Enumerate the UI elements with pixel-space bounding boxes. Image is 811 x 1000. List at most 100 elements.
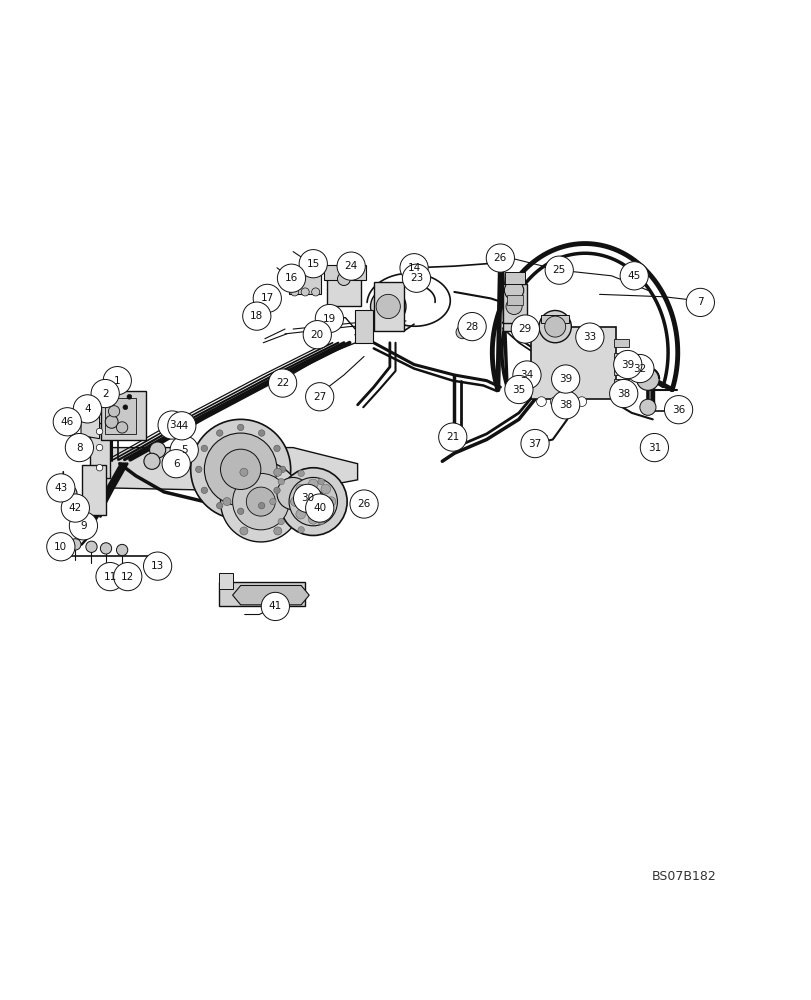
Circle shape <box>438 423 466 451</box>
Bar <box>354 310 372 343</box>
Circle shape <box>69 512 97 540</box>
Circle shape <box>65 433 93 462</box>
Circle shape <box>109 406 119 417</box>
Circle shape <box>53 408 81 436</box>
Text: 17: 17 <box>260 293 273 303</box>
Circle shape <box>253 299 264 310</box>
Circle shape <box>350 490 378 518</box>
Circle shape <box>354 494 373 514</box>
Circle shape <box>204 433 277 506</box>
Text: 1: 1 <box>114 376 121 386</box>
Text: 43: 43 <box>54 483 67 493</box>
Circle shape <box>320 484 330 494</box>
Bar <box>105 398 135 434</box>
Circle shape <box>640 433 667 462</box>
Circle shape <box>162 450 190 478</box>
Bar <box>327 278 360 306</box>
Circle shape <box>298 470 304 477</box>
Circle shape <box>239 527 247 535</box>
Bar <box>101 391 145 440</box>
Circle shape <box>456 326 468 339</box>
Circle shape <box>277 477 309 510</box>
Circle shape <box>290 497 300 506</box>
Circle shape <box>577 397 586 406</box>
Circle shape <box>61 485 77 502</box>
Circle shape <box>277 264 305 292</box>
Text: 9: 9 <box>80 521 87 531</box>
Text: 31: 31 <box>647 443 660 453</box>
Circle shape <box>539 310 571 343</box>
Circle shape <box>97 444 103 451</box>
Circle shape <box>258 430 264 436</box>
Bar <box>613 339 628 347</box>
Circle shape <box>308 479 318 489</box>
Circle shape <box>613 350 641 379</box>
Text: 39: 39 <box>558 374 572 384</box>
Circle shape <box>400 254 427 282</box>
Circle shape <box>486 244 514 272</box>
Circle shape <box>237 424 243 431</box>
Circle shape <box>239 468 247 476</box>
Text: 15: 15 <box>307 259 320 269</box>
Text: 44: 44 <box>175 421 188 431</box>
Circle shape <box>504 281 523 300</box>
Circle shape <box>122 405 127 410</box>
Circle shape <box>170 436 198 464</box>
Circle shape <box>273 527 281 535</box>
Circle shape <box>101 543 111 554</box>
Circle shape <box>295 509 305 519</box>
Text: 8: 8 <box>76 443 83 453</box>
Circle shape <box>217 502 223 509</box>
Bar <box>74 516 94 531</box>
Text: 28: 28 <box>465 322 478 332</box>
Bar <box>502 284 526 323</box>
Text: 33: 33 <box>582 332 596 342</box>
Circle shape <box>320 509 330 519</box>
Circle shape <box>521 429 548 458</box>
Text: 3: 3 <box>169 420 175 430</box>
Circle shape <box>105 415 118 428</box>
Circle shape <box>293 484 321 512</box>
Text: 38: 38 <box>616 389 629 399</box>
Text: 26: 26 <box>357 499 371 509</box>
Text: 39: 39 <box>620 360 633 370</box>
Circle shape <box>685 288 714 317</box>
Circle shape <box>223 498 230 506</box>
Circle shape <box>168 412 195 440</box>
Text: 23: 23 <box>410 273 423 283</box>
Circle shape <box>317 518 324 525</box>
Text: 27: 27 <box>313 392 326 402</box>
Text: 12: 12 <box>121 572 135 582</box>
Circle shape <box>97 465 103 471</box>
Circle shape <box>237 508 243 515</box>
Circle shape <box>47 474 75 502</box>
Bar <box>613 353 628 361</box>
Circle shape <box>375 294 400 319</box>
Polygon shape <box>100 448 357 492</box>
Circle shape <box>575 323 603 351</box>
Circle shape <box>96 562 124 591</box>
Text: 32: 32 <box>633 364 646 374</box>
Circle shape <box>416 256 424 265</box>
Circle shape <box>279 468 346 535</box>
Circle shape <box>290 498 298 506</box>
Text: 24: 24 <box>344 261 358 271</box>
Circle shape <box>195 466 202 473</box>
Text: 19: 19 <box>322 314 336 324</box>
Text: 14: 14 <box>407 263 420 273</box>
Circle shape <box>303 321 331 349</box>
Text: 45: 45 <box>627 271 640 281</box>
Circle shape <box>298 527 304 533</box>
Polygon shape <box>81 411 100 439</box>
Text: 6: 6 <box>173 459 179 469</box>
Circle shape <box>253 284 281 313</box>
Circle shape <box>289 477 337 526</box>
Text: 30: 30 <box>301 493 314 503</box>
Text: 4: 4 <box>84 404 91 414</box>
Bar <box>324 265 365 280</box>
Circle shape <box>305 494 333 522</box>
Bar <box>219 582 305 606</box>
Circle shape <box>551 391 579 419</box>
Circle shape <box>337 252 365 280</box>
Bar <box>504 272 524 284</box>
